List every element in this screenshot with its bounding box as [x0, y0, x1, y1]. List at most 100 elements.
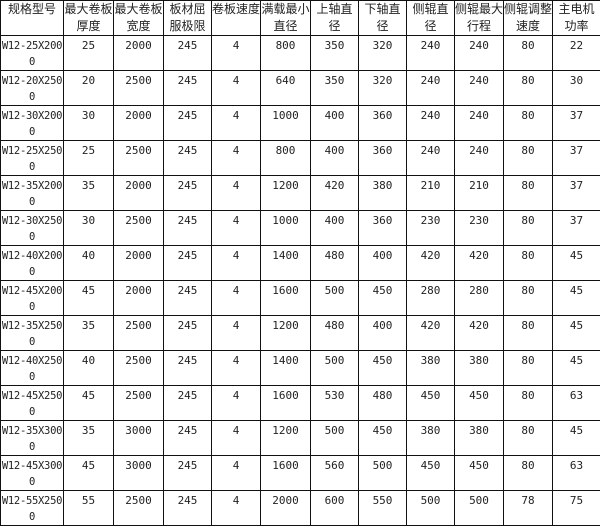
value-cell: 245: [164, 351, 212, 386]
value-cell: 360: [359, 106, 407, 141]
value-cell: 37: [553, 141, 600, 176]
model-cell: W12-25X2500: [1, 141, 64, 176]
value-cell: 45: [553, 281, 600, 316]
value-cell: 245: [164, 281, 212, 316]
value-cell: 280: [455, 281, 504, 316]
value-cell: 80: [504, 211, 553, 246]
value-cell: 640: [261, 71, 311, 106]
value-cell: 240: [455, 141, 504, 176]
value-cell: 230: [407, 211, 455, 246]
value-cell: 240: [407, 106, 455, 141]
value-cell: 75: [553, 491, 600, 526]
model-cell: W12-30X2000: [1, 106, 64, 141]
value-cell: 45: [64, 456, 114, 491]
value-cell: 35: [64, 316, 114, 351]
value-cell: 2500: [114, 316, 164, 351]
value-cell: 45: [64, 386, 114, 421]
value-cell: 1200: [261, 316, 311, 351]
value-cell: 500: [311, 281, 359, 316]
value-cell: 40: [64, 246, 114, 281]
value-cell: 245: [164, 211, 212, 246]
value-cell: 240: [455, 106, 504, 141]
value-cell: 450: [455, 456, 504, 491]
value-cell: 2500: [114, 386, 164, 421]
value-cell: 1200: [261, 421, 311, 456]
value-cell: 30: [64, 106, 114, 141]
value-cell: 2500: [114, 491, 164, 526]
value-cell: 245: [164, 176, 212, 211]
value-cell: 45: [553, 246, 600, 281]
value-cell: 450: [407, 386, 455, 421]
value-cell: 45: [553, 351, 600, 386]
value-cell: 4: [212, 71, 261, 106]
value-cell: 240: [455, 36, 504, 71]
value-cell: 80: [504, 246, 553, 281]
value-cell: 245: [164, 491, 212, 526]
value-cell: 2000: [114, 176, 164, 211]
value-cell: 245: [164, 71, 212, 106]
value-cell: 245: [164, 316, 212, 351]
value-cell: 80: [504, 351, 553, 386]
value-cell: 4: [212, 211, 261, 246]
value-cell: 400: [359, 316, 407, 351]
value-cell: 80: [504, 456, 553, 491]
value-cell: 245: [164, 141, 212, 176]
column-header: 上轴直径: [311, 1, 359, 36]
value-cell: 4: [212, 456, 261, 491]
value-cell: 320: [359, 36, 407, 71]
value-cell: 20: [64, 71, 114, 106]
value-cell: 450: [359, 281, 407, 316]
value-cell: 245: [164, 36, 212, 71]
value-cell: 80: [504, 281, 553, 316]
value-cell: 30: [64, 211, 114, 246]
value-cell: 450: [359, 351, 407, 386]
value-cell: 37: [553, 106, 600, 141]
value-cell: 400: [359, 246, 407, 281]
value-cell: 380: [455, 421, 504, 456]
value-cell: 4: [212, 176, 261, 211]
value-cell: 2500: [114, 141, 164, 176]
value-cell: 210: [455, 176, 504, 211]
column-header: 侧辊最大行程: [455, 1, 504, 36]
value-cell: 400: [311, 141, 359, 176]
value-cell: 1600: [261, 281, 311, 316]
value-cell: 420: [407, 316, 455, 351]
value-cell: 3000: [114, 456, 164, 491]
value-cell: 4: [212, 36, 261, 71]
value-cell: 63: [553, 456, 600, 491]
header-row: 规格型号最大卷板厚度最大卷板宽度板材屈服极限卷板速度满载最小直径上轴直径下轴直径…: [1, 1, 600, 36]
value-cell: 35: [64, 421, 114, 456]
value-cell: 500: [311, 421, 359, 456]
value-cell: 550: [359, 491, 407, 526]
value-cell: 500: [311, 351, 359, 386]
column-header: 最大卷板宽度: [114, 1, 164, 36]
model-cell: W12-35X3000: [1, 421, 64, 456]
value-cell: 78: [504, 491, 553, 526]
model-cell: W12-45X3000: [1, 456, 64, 491]
model-cell: W12-35X2500: [1, 316, 64, 351]
value-cell: 240: [407, 71, 455, 106]
value-cell: 2000: [261, 491, 311, 526]
value-cell: 25: [64, 141, 114, 176]
value-cell: 245: [164, 386, 212, 421]
value-cell: 500: [407, 491, 455, 526]
value-cell: 530: [311, 386, 359, 421]
value-cell: 800: [261, 36, 311, 71]
column-header: 侧辊调整速度: [504, 1, 553, 36]
value-cell: 230: [455, 211, 504, 246]
value-cell: 40: [64, 351, 114, 386]
value-cell: 320: [359, 71, 407, 106]
value-cell: 2000: [114, 281, 164, 316]
model-cell: W12-40X2500: [1, 351, 64, 386]
value-cell: 1200: [261, 176, 311, 211]
value-cell: 3000: [114, 421, 164, 456]
